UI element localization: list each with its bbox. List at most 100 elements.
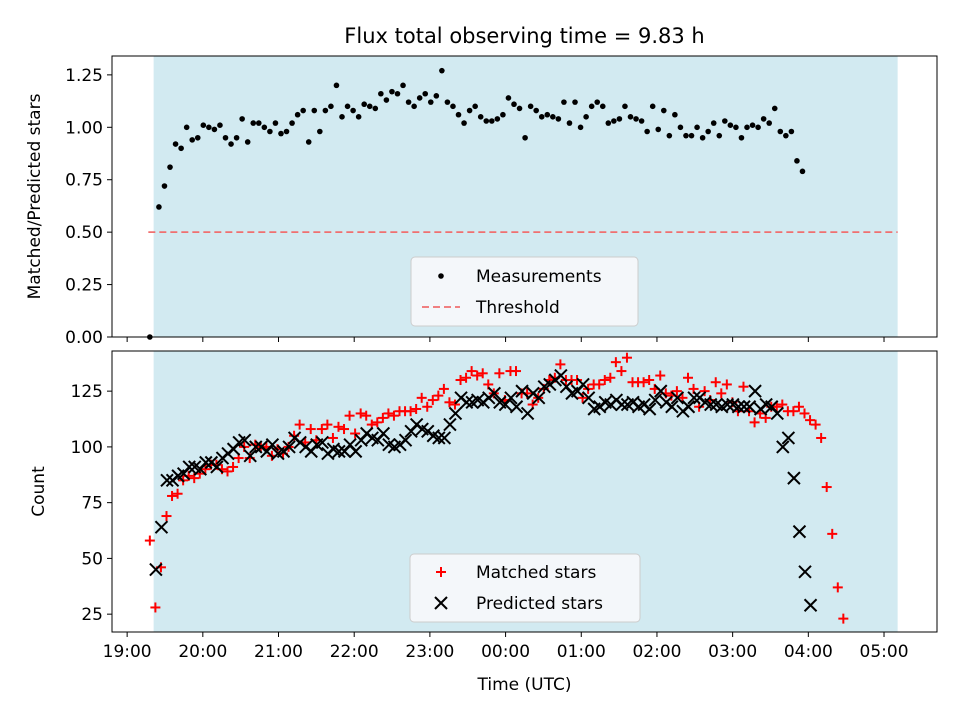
measurement-point [500, 111, 506, 118]
matched-star-point [427, 395, 438, 406]
predicted-star-point [243, 449, 257, 463]
matched-star-point [610, 357, 621, 368]
matched-star-point [167, 490, 178, 501]
x-tick-label: 19:00 [103, 642, 152, 662]
measurement-point [638, 118, 645, 124]
x-tick-label: 01:00 [557, 642, 606, 662]
measurement-point [622, 103, 628, 110]
measurement-point [538, 114, 545, 120]
x-tick-label: 04:00 [784, 642, 833, 662]
predicted-star-point [648, 393, 662, 407]
legend-threshold-label: Threshold [475, 298, 560, 318]
measurement-point [461, 120, 467, 126]
matched-star-point [316, 424, 327, 435]
axes-frame-bottom [111, 350, 938, 633]
measurement-point [683, 132, 689, 139]
measurement-point [727, 122, 734, 129]
y-tick-label: 50 [81, 549, 103, 569]
measurement-point [738, 134, 745, 141]
measurement-point [710, 120, 717, 126]
measurement-point [588, 103, 595, 110]
matched-star-point [422, 401, 433, 412]
measurement-point [749, 122, 756, 129]
matched-star-point [616, 366, 627, 377]
matched-star-point [161, 511, 172, 522]
predicted-star-point [237, 433, 252, 447]
measurement-point [333, 82, 340, 89]
predicted-star-point [687, 391, 701, 405]
measurement-point [633, 116, 639, 122]
predicted-star-point [681, 400, 696, 414]
matched-star-point [361, 410, 372, 421]
measurement-point [577, 124, 584, 131]
measurement-point [666, 132, 673, 139]
measurement-point [794, 158, 800, 164]
matched-star-point [749, 417, 760, 428]
x-tick-label: 03:00 [708, 642, 757, 662]
matched-star-point [710, 377, 721, 388]
predicted-star-point [487, 386, 502, 401]
measurement-point [455, 111, 462, 118]
predicted-star-point [398, 433, 413, 447]
matched-star-point [377, 412, 388, 423]
matched-star-point [638, 377, 649, 388]
predicted-star-point [432, 431, 446, 445]
measurement-point [244, 139, 251, 145]
chart-title: Flux total observing time = 9.83 h [344, 24, 704, 48]
y-tick-label: 0.75 [65, 171, 103, 191]
measurement-point [361, 101, 368, 108]
matched-star-point [477, 368, 488, 379]
measurement-point [660, 107, 667, 114]
matched-star-point [411, 403, 422, 414]
predicted-stars-series [149, 368, 818, 612]
measurement-point [583, 114, 589, 120]
measurement-point [555, 116, 562, 122]
measurement-point [344, 103, 351, 110]
predicted-star-point [160, 473, 174, 488]
x-ticks-bottom: 19:00 20:00 21:00 22:00 23:00 00:00 01:00 02:00… [103, 632, 909, 662]
predicted-star-point [781, 431, 796, 445]
measurement-point [766, 120, 772, 126]
matched-star-point [322, 419, 333, 430]
legend-matched-marker [436, 567, 446, 577]
x-tick-label: 23:00 [405, 642, 454, 662]
y-tick-label: 125 [71, 382, 103, 402]
predicted-star-point [376, 426, 391, 441]
measurement-point [489, 118, 495, 124]
measurement-point [328, 103, 334, 110]
matched-star-point [444, 397, 455, 408]
legend-bottom: Matched stars Predicted stars [409, 553, 641, 623]
predicted-star-point [576, 377, 590, 392]
predicted-star-point [459, 395, 474, 410]
x-tick-label: 21:00 [254, 642, 303, 662]
panel-ratio: 0.00 0.25 0.50 0.75 1.00 1.25 Flux total obse… [25, 24, 938, 348]
measurement-point [722, 118, 728, 124]
predicted-star-point [265, 437, 280, 452]
predicted-star-point [803, 598, 818, 612]
measurement-point [511, 101, 517, 108]
matched-star-point [150, 602, 161, 613]
predicted-star-point [787, 471, 801, 485]
measurement-point [167, 164, 173, 170]
matched-star-point [333, 421, 344, 432]
legend-predicted-label: Predicted stars [476, 594, 603, 614]
legend-measurements-label: Measurements [476, 267, 602, 287]
predicted-star-point [554, 368, 568, 383]
predicted-star-point [654, 384, 668, 398]
x-tick-label: 00:00 [481, 642, 530, 662]
measurement-point [300, 107, 306, 114]
matched-star-point [821, 482, 832, 493]
matched-star-point [355, 408, 366, 419]
matched-star-point [699, 386, 710, 397]
matched-star-point [222, 466, 233, 477]
y-tick-label: 1.00 [65, 118, 103, 138]
measurement-point [239, 116, 245, 122]
matched-star-point [472, 370, 483, 381]
predicted-star-point [531, 391, 546, 405]
x-axis-label: Time (UTC) [477, 675, 572, 695]
matched-star-point [805, 415, 816, 426]
measurement-point [433, 93, 440, 99]
matched-star-point [327, 432, 338, 443]
measurement-point [294, 111, 301, 118]
